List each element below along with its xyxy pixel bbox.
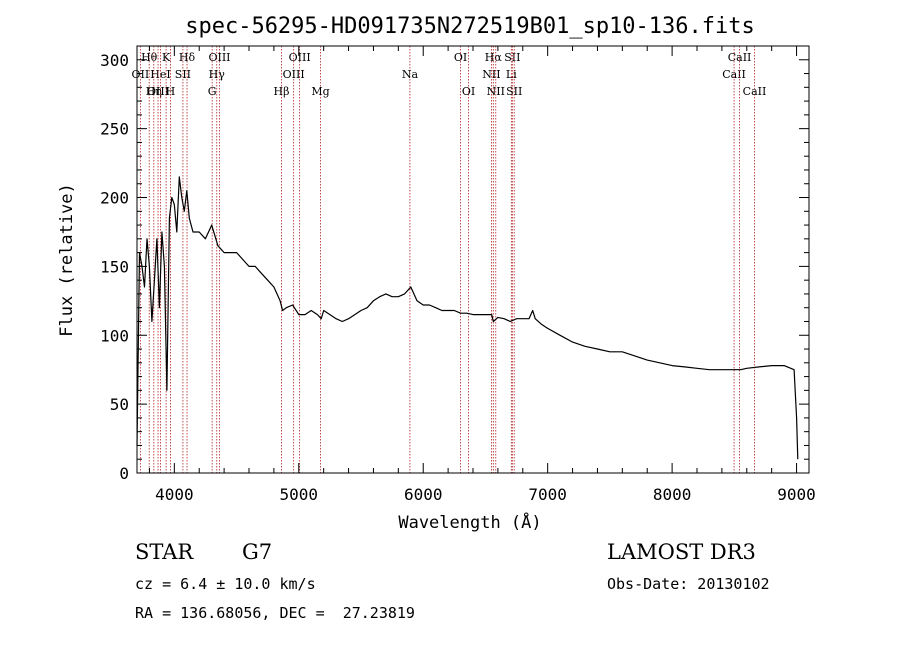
y-tick-label: 0 — [119, 464, 129, 483]
x-tick-label: 6000 — [404, 485, 443, 504]
emission-line-label: Hδ — [179, 51, 196, 64]
emission-line-label: Na — [402, 68, 419, 81]
emission-line-label: OIII — [289, 51, 311, 64]
emission-line-label: G — [208, 85, 217, 98]
spectrum-flux-line — [136, 176, 799, 460]
y-tick-label: 150 — [100, 257, 129, 276]
emission-line-label: OI — [454, 51, 467, 64]
spectral-subclass: G7 — [242, 540, 273, 564]
emission-line-label: Hβ — [274, 85, 290, 98]
emission-line-label: SII — [504, 51, 520, 64]
emission-line-label: OII — [132, 68, 150, 81]
x-tick-label: 8000 — [653, 485, 692, 504]
coordinates-readout: RA = 136.68056, DEC = 27.23819 — [135, 604, 415, 622]
emission-line-label: K — [162, 51, 171, 64]
emission-line-label: H — [166, 85, 176, 98]
emission-line-label: Hα — [485, 51, 503, 64]
emission-line-label: SII — [506, 85, 522, 98]
observation-date: Obs-Date: 20130102 — [607, 575, 770, 593]
y-tick-label: 50 — [110, 395, 129, 414]
emission-line-label: NII — [487, 85, 505, 98]
x-tick-label: 7000 — [528, 485, 567, 504]
chart-title: spec-56295-HD091735N272519B01_sp10-136.f… — [185, 14, 755, 39]
emission-line-label: CaII — [728, 51, 752, 64]
emission-line-label: Hγ — [209, 68, 226, 81]
emission-line-label: OI — [462, 85, 475, 98]
redshift-readout: cz = 6.4 ± 10.0 km/s — [135, 575, 316, 593]
y-tick-label: 300 — [100, 51, 129, 70]
plot-frame — [136, 45, 810, 474]
y-axis-label: Flux (relative) — [57, 183, 77, 337]
emission-line-label: Mg — [311, 85, 329, 98]
emission-line-label: Li — [506, 68, 517, 81]
emission-line-label: NII — [482, 68, 500, 81]
y-tick-label: 100 — [100, 326, 129, 345]
x-tick-label: 5000 — [280, 485, 319, 504]
emission-line-label: Hθ — [141, 51, 158, 64]
emission-line-label: OIII — [208, 51, 230, 64]
x-tick-label: 9000 — [777, 485, 816, 504]
y-tick-label: 200 — [100, 189, 129, 208]
survey-name: LAMOST DR3 — [607, 540, 756, 564]
emission-line-label: CaII — [722, 68, 746, 81]
emission-line-label: SII — [175, 68, 191, 81]
emission-line-label: OIII — [147, 85, 169, 98]
x-tick-label: 4000 — [155, 485, 194, 504]
object-class: STAR — [135, 540, 194, 564]
emission-line-label: CaII — [743, 85, 767, 98]
x-axis-label: Wavelength (Å) — [398, 511, 541, 533]
emission-line-label: HeI — [150, 68, 170, 81]
y-tick-label: 250 — [100, 120, 129, 139]
emission-line-label: OIII — [283, 68, 305, 81]
